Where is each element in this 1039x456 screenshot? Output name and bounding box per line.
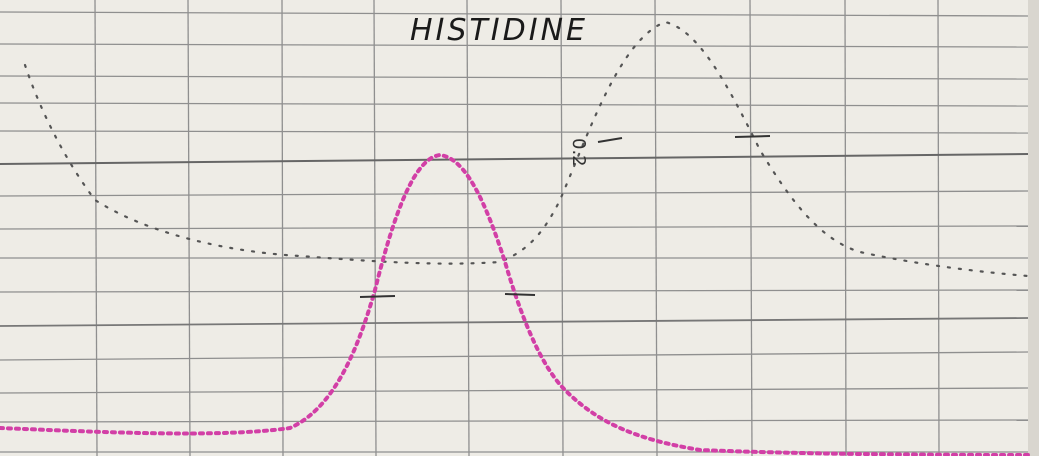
grid-line xyxy=(0,153,1029,165)
grid-line xyxy=(654,0,658,456)
marker xyxy=(359,295,396,298)
elution-curve xyxy=(0,152,1030,456)
grid-line xyxy=(0,43,1029,48)
grid-line xyxy=(0,11,1029,17)
grid-line xyxy=(0,317,1029,327)
markers xyxy=(359,135,771,298)
grid-line xyxy=(0,351,1029,361)
grid-line xyxy=(0,225,1029,230)
grid-line xyxy=(0,130,1029,134)
grid-line xyxy=(0,387,1029,394)
annotation: 0.2 xyxy=(568,138,589,167)
absorbance-curve xyxy=(23,20,1030,278)
marker xyxy=(734,135,771,138)
grid-line xyxy=(937,0,940,456)
marker xyxy=(597,137,623,143)
marker xyxy=(504,293,536,296)
grid-line xyxy=(844,0,847,456)
grid-line xyxy=(0,419,1029,423)
paper-edge xyxy=(1028,0,1039,456)
grid-line xyxy=(749,0,753,456)
grid-line xyxy=(0,190,1029,197)
grid-line xyxy=(0,75,1029,80)
grid-line xyxy=(0,102,1029,107)
title: HISTIDINE xyxy=(410,13,588,48)
